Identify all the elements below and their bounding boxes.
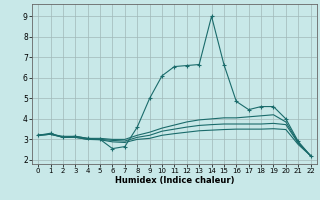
X-axis label: Humidex (Indice chaleur): Humidex (Indice chaleur) xyxy=(115,176,234,185)
